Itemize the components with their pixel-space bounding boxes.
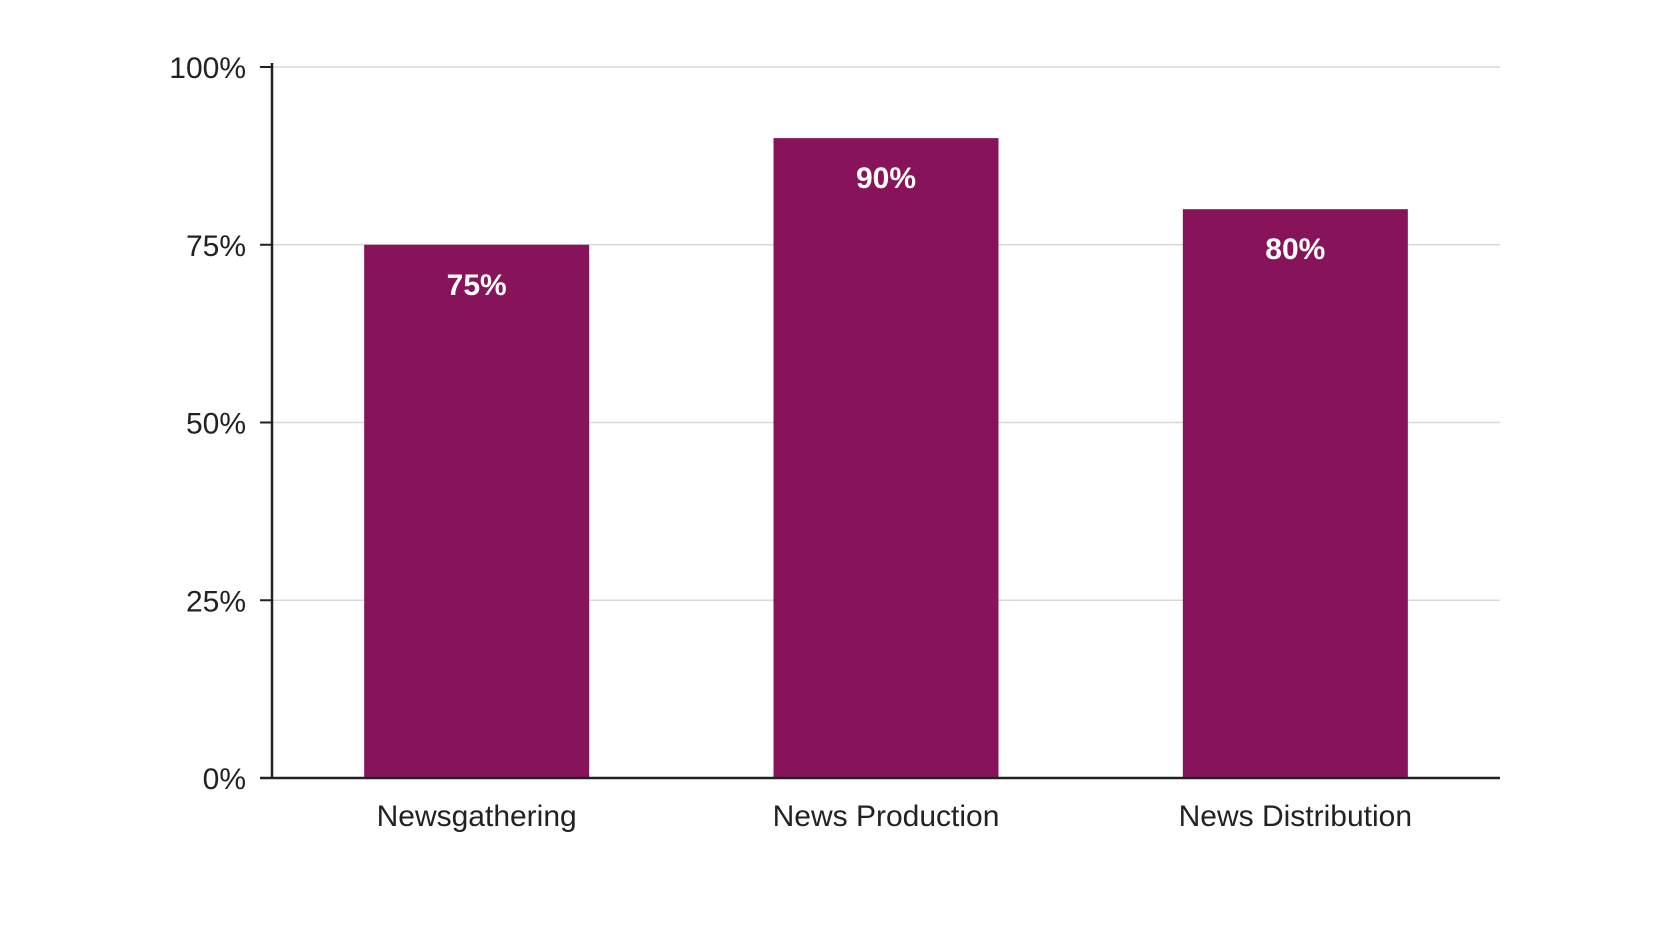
bar-data-label: 80%: [1265, 233, 1325, 266]
bar-data-label: 75%: [447, 269, 507, 302]
x-category-label: Newsgathering: [377, 800, 577, 833]
bars: [364, 138, 1408, 779]
y-tick-label: 50%: [186, 408, 246, 441]
axes: [260, 63, 1500, 780]
y-tick-label: 0%: [203, 763, 246, 796]
x-category-label: News Distribution: [1179, 800, 1412, 833]
bar: [1182, 209, 1408, 778]
bar: [364, 244, 590, 778]
y-tick-label: 100%: [169, 52, 246, 85]
y-tick-label: 25%: [186, 585, 246, 618]
labels: 0% 25% 50% 75% 100% 75% Newsgathering 90% News P…: [169, 52, 1412, 833]
x-category-label: News Production: [773, 800, 1000, 833]
bar-data-label: 90%: [856, 162, 916, 195]
y-tick-label: 75%: [186, 230, 246, 263]
bar: [773, 138, 999, 779]
